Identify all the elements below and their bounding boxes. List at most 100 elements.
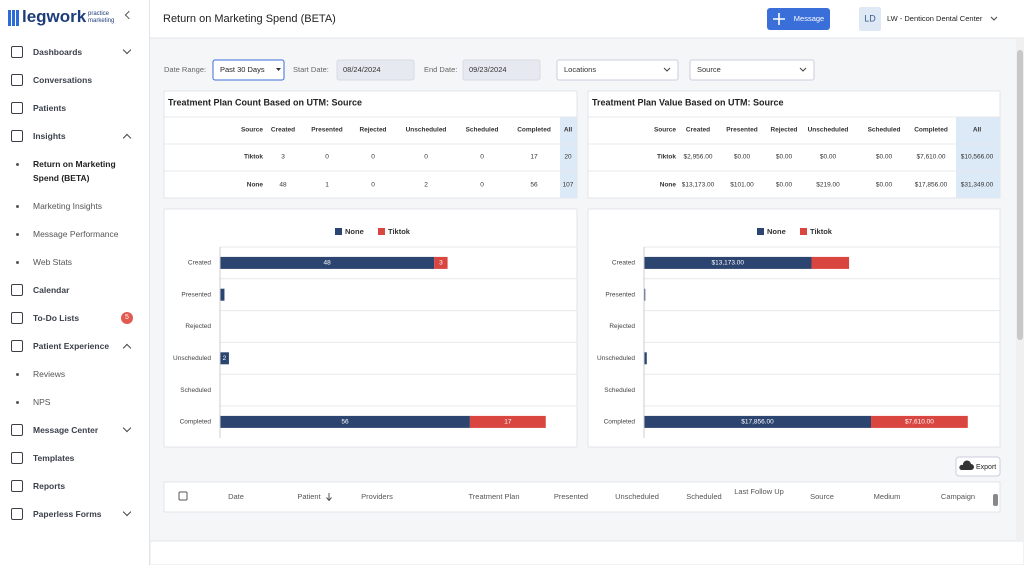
nav-subitem[interactable]: Return on Marketing Spend (BETA) [33,159,116,183]
nav-icon [11,74,23,86]
nav-item[interactable]: Reports [33,481,66,491]
nav-subitem[interactable]: Marketing Insights [33,201,102,211]
bar-label: 56 [341,419,349,426]
column-header: All [564,127,573,134]
column-header: Source [241,127,263,134]
nav-subitem[interactable]: Web Stats [33,257,73,267]
chart-card [587,208,1001,448]
legend-label: Tiktok [388,227,411,236]
filter-box[interactable] [336,59,415,81]
table-cell: $0.00 [876,154,893,161]
checkbox[interactable] [178,491,188,501]
logo: legwork [22,7,87,26]
filter-box[interactable] [689,59,815,81]
nav-item[interactable]: Insights [33,131,66,141]
category-label: Completed [180,419,212,426]
column-header: Rejected [770,127,797,134]
chart-card [163,208,578,448]
table-cell: 0 [371,154,375,161]
filter-box[interactable] [556,59,679,81]
category-label: Unscheduled [173,355,211,362]
table-cell: $0.00 [820,154,837,161]
column-header: Unscheduled [406,127,447,134]
bar-segment [644,288,646,301]
logo-sub: marketing [88,18,115,24]
account-chevron[interactable] [990,16,998,21]
filter-box[interactable] [212,59,285,81]
bar-segment [644,256,812,269]
table-cell: 2 [424,182,428,189]
column-header: Patient [297,492,321,501]
nav-dot [16,205,19,208]
avatar-initials: LD [864,13,876,23]
nav-item[interactable]: Templates [33,453,75,463]
column-header: All [973,127,982,134]
category-label: Created [188,260,212,267]
table-cell: $13,173.00 [682,182,715,189]
column-header: Rejected [359,127,386,134]
category-label: Presented [605,291,635,298]
plus-icon [773,13,785,25]
message-button[interactable] [767,8,830,30]
table-cell: $101.00 [730,182,754,189]
all-column [560,117,577,198]
row-label: None [247,182,264,189]
nav-icon [11,130,23,142]
column-header: Presented [311,127,342,134]
column-header: Completed [517,127,551,134]
row-label: None [660,182,677,189]
category-label: Scheduled [180,387,211,394]
nav-item[interactable]: Dashboards [33,47,83,57]
page-title: Return on Marketing Spend (BETA) [163,13,336,25]
nav-item[interactable]: Paperless Forms [33,509,102,519]
bar-label: 48 [323,260,331,267]
sort-arrow [326,493,332,502]
column-header: Campaign [941,492,975,501]
message-label: Message [794,14,824,23]
nav-item[interactable]: Calendar [33,285,70,295]
column-header: Completed [914,127,948,134]
nav-item[interactable]: Conversations [33,75,93,85]
account-name: LW - Denticon Dental Center [887,14,983,23]
table-cell: $17,856.00 [915,182,948,189]
nav-icon [11,340,23,352]
category-label: Completed [604,419,636,426]
nav-icon [11,452,23,464]
logo-sub: practice [88,11,110,17]
dropdown-caret [276,68,281,71]
nav-subitem[interactable]: Reviews [33,369,66,379]
legend-swatch [335,228,342,235]
table-cell: 17 [530,154,538,161]
date-range: Past 30 Days [220,65,265,74]
locations-select: Locations [564,65,596,74]
nav-item[interactable]: Patient Experience [33,341,110,351]
nav-item[interactable]: To-Do Lists [33,313,80,323]
table-cell: 0 [325,154,329,161]
chevron [663,67,671,72]
row-label: Tiktok [244,154,263,161]
detail-table-header [163,481,1001,513]
sidebar: legwork practice marketing Dashboards Conver… [0,0,150,565]
nav-subitem[interactable]: Message Performance [33,229,119,239]
chevron [799,67,807,72]
all-column [956,117,1000,198]
nav-subitem[interactable]: NPS [33,397,51,407]
column-header: Medium [874,492,901,501]
table-cell: $0.00 [776,182,793,189]
scroll-thumb [1017,50,1023,340]
column-header: Unscheduled [615,492,659,501]
category-label: Unscheduled [597,355,635,362]
column-header: Last Follow Up [734,487,784,496]
nav-item[interactable]: Patients [33,103,67,113]
bar-segment [644,415,872,428]
table-cell: $2,956.00 [684,154,713,161]
filter-box[interactable] [462,59,541,81]
nav-item[interactable]: Message Center [33,425,99,435]
table-cell: $10,566.00 [961,154,994,161]
category-label: Rejected [609,323,635,330]
column-header: Presented [554,492,588,501]
table-cell: 48 [279,182,287,189]
nav-dot [16,401,19,404]
source-select: Source [697,65,721,74]
column-header: Scheduled [868,127,901,134]
